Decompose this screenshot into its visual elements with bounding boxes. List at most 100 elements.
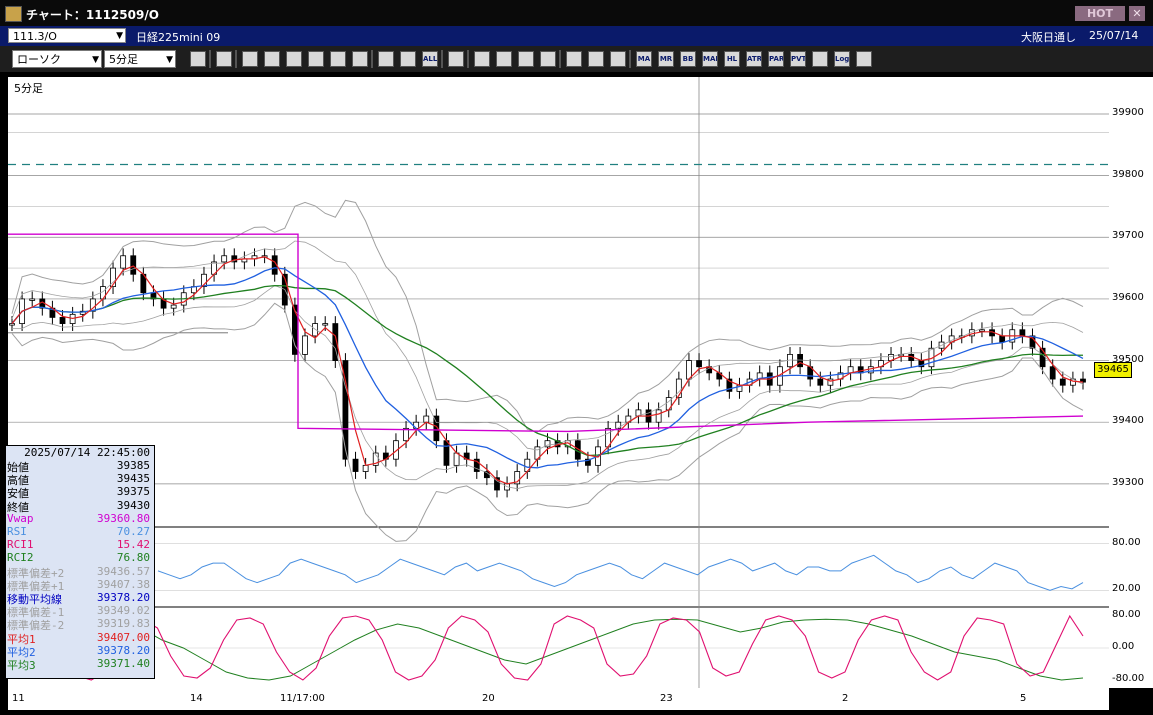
toolbar-pvt-button[interactable]: PVT [790, 51, 806, 67]
candle-body [9, 323, 15, 326]
bell-icon[interactable] [448, 51, 464, 67]
data-row-label: 移動平均線 [7, 593, 62, 606]
vwap-line [8, 233, 1084, 433]
candle-body [332, 323, 339, 361]
data-row-value: 39435 [116, 472, 150, 486]
price-tick-label: 39500 [1112, 353, 1144, 365]
toolbar-separator [629, 50, 631, 68]
data-row: 標準偏差+1 39407.38 [6, 578, 154, 593]
data-row-label: RSI [7, 525, 27, 538]
chart-area[interactable] [8, 77, 1109, 688]
candle-body [494, 477, 500, 491]
data-row-label: 標準偏差+1 [7, 579, 65, 593]
data-row-label: Vwap [7, 511, 34, 525]
data-row-label: 標準偏差+2 [7, 566, 65, 580]
data-row: RCI2 76.80 [6, 551, 154, 564]
toolbar-all-button[interactable]: ALL [422, 51, 438, 67]
window-icon[interactable] [812, 51, 828, 67]
data-row-label: 高値 [7, 474, 29, 488]
time-tick-label: 11 [12, 693, 25, 704]
candle-body [110, 267, 116, 287]
rci-tick-label: 0.00 [1112, 641, 1135, 652]
search-icon[interactable] [190, 51, 206, 67]
wrench-icon[interactable] [588, 51, 604, 67]
chart-type-select[interactable]: ローソク ▼ [12, 50, 102, 68]
candle-body [686, 360, 692, 380]
price-tick-label: 39800 [1112, 168, 1144, 180]
close-icon[interactable]: ✕ [1129, 6, 1145, 21]
last-price-badge: 39465 [1094, 362, 1132, 378]
data-row: RCI1 15.42 [6, 538, 154, 551]
data-row-value: 39436.57 [97, 564, 150, 578]
candle-body [1059, 378, 1066, 386]
time-axis [8, 688, 1109, 710]
candle-body [79, 310, 86, 315]
data-row-value: 39378.20 [97, 643, 150, 657]
draw-icon[interactable] [242, 51, 258, 67]
gray-icon[interactable] [540, 51, 556, 67]
split2-icon[interactable] [400, 51, 416, 67]
interval-select[interactable]: 5分足 ▼ [104, 50, 176, 68]
candle-body [1049, 366, 1056, 380]
data-row-value: 39378.20 [97, 591, 150, 604]
data-row: 始値 39385 [6, 459, 154, 474]
candle-body [615, 421, 622, 429]
data-row-value: 15.42 [116, 538, 150, 552]
data-row: 平均3 39371.40 [6, 657, 154, 672]
data-row-value: 39375 [116, 485, 150, 499]
cursor-icon[interactable] [286, 51, 302, 67]
split-icon[interactable] [378, 51, 394, 67]
candle-body [585, 458, 591, 466]
candle-body [999, 335, 1006, 343]
toolbar-atr-button[interactable]: ATR [746, 51, 762, 67]
price-tick-label: 39700 [1112, 230, 1144, 242]
list-icon[interactable] [330, 51, 346, 67]
chart-canvas[interactable] [8, 77, 1109, 688]
rsi-tick-label: 20.00 [1112, 583, 1141, 595]
hot-button[interactable]: HOT [1075, 6, 1125, 21]
time-tick-label: 2 [842, 693, 849, 704]
date-label: 25/07/14 [1089, 29, 1139, 42]
toolbar-separator [371, 50, 373, 68]
data-row-value: 39349.02 [97, 604, 150, 618]
candle-body [372, 452, 379, 466]
swap-icon[interactable] [518, 51, 534, 67]
toolbar-bb-button[interactable]: BB [680, 51, 696, 67]
data-row: 安値 39375 [6, 485, 154, 500]
toolbar-mae-button[interactable]: MAE [702, 51, 718, 67]
toolbar-hl-button[interactable]: HL [724, 51, 740, 67]
data-window: 2025/07/14 22:45:00 始値 39385 高値 39435 安値 3937… [5, 445, 155, 679]
data-row: 標準偏差-2 39319.83 [6, 617, 154, 632]
data-row-value: 39430 [116, 498, 150, 512]
rci-tick-label: 80.00 [1112, 609, 1141, 620]
line-icon[interactable] [264, 51, 280, 67]
palette-icon[interactable] [610, 51, 626, 67]
data-row-value: 39360.80 [97, 511, 150, 525]
candle-body [342, 360, 349, 460]
grid-icon[interactable] [566, 51, 582, 67]
bollinger-lower2 [11, 302, 1084, 542]
rsi-line [157, 554, 1084, 591]
interval-value: 5分足 [109, 53, 138, 66]
zoom-icon[interactable] [474, 51, 490, 67]
time-tick-label: 23 [660, 693, 673, 704]
bar-icon[interactable] [496, 51, 512, 67]
symbol-code-select[interactable]: 111.3/O ▼ [8, 28, 126, 43]
toolbar-log-button[interactable]: Log [834, 51, 850, 67]
undo-icon[interactable] [308, 51, 324, 67]
layout-icon[interactable] [216, 51, 232, 67]
price-tick-label: 39900 [1112, 106, 1144, 118]
time-tick-label: 11/17:00 [280, 693, 325, 704]
delete-icon[interactable] [352, 51, 368, 67]
bollinger-upper1 [11, 240, 1084, 451]
window-title: チャート：1112509/O [26, 8, 159, 22]
toolbar-par-button[interactable]: PAR [768, 51, 784, 67]
data-row-label: 平均1 [7, 632, 36, 646]
exit-icon[interactable] [856, 51, 872, 67]
candle-body [817, 378, 824, 386]
data-row-value: 39385 [116, 459, 150, 472]
toolbar-mr-button[interactable]: MR [658, 51, 674, 67]
ma3-line [11, 284, 1084, 457]
data-row-value: 39319.83 [97, 617, 150, 631]
toolbar-ma-button[interactable]: MA [636, 51, 652, 67]
